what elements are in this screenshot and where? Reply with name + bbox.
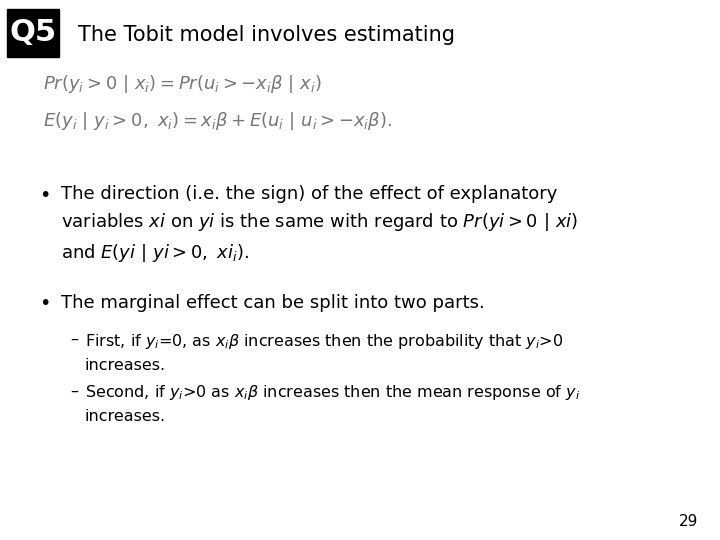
- Text: First, if $y_i$=0, as $x_i\beta$ increases then the probability that $y_i$>0
inc: First, if $y_i$=0, as $x_i\beta$ increas…: [85, 332, 563, 373]
- Text: The Tobit model involves estimating: The Tobit model involves estimating: [78, 25, 455, 45]
- Text: •: •: [40, 186, 51, 205]
- Text: –: –: [71, 332, 78, 347]
- Text: •: •: [40, 294, 51, 313]
- Text: $\mathit{Pr(y_i{>}0\ |\ x_i) = Pr(u_i{>}{-}x_i\beta\ |\ x_i)}$: $\mathit{Pr(y_i{>}0\ |\ x_i) = Pr(u_i{>}…: [43, 73, 322, 94]
- Text: The direction (i.e. the sign) of the effect of explanatory
variables $xi$ on $yi: The direction (i.e. the sign) of the eff…: [61, 185, 578, 264]
- Text: The marginal effect can be split into two parts.: The marginal effect can be split into tw…: [61, 294, 485, 312]
- Text: $\mathit{E(y_i\ |\ y_i{>}0,\ x_i) = x_i\beta + E(u_i\ |\ u_i{>}{-}x_i\beta).}$: $\mathit{E(y_i\ |\ y_i{>}0,\ x_i) = x_i\…: [43, 111, 392, 132]
- Text: Second, if $y_i$>0 as $x_i\beta$ increases then the mean response of $y_i$
incre: Second, if $y_i$>0 as $x_i\beta$ increas…: [85, 383, 580, 424]
- Text: 29: 29: [679, 514, 698, 529]
- FancyBboxPatch shape: [7, 9, 59, 57]
- Text: –: –: [71, 383, 78, 399]
- Text: Q5: Q5: [9, 18, 57, 48]
